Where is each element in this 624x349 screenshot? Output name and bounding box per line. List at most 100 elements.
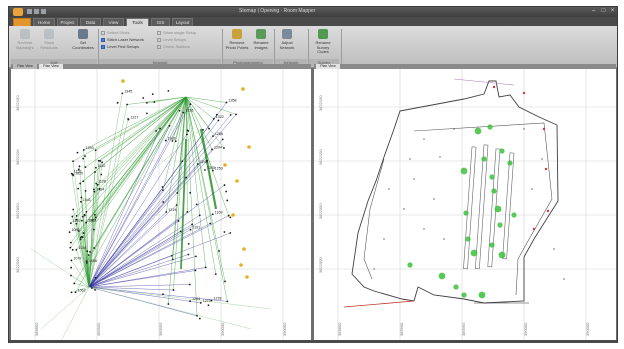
survey-point[interactable] (194, 269, 197, 272)
survey-point[interactable] (211, 213, 214, 216)
survey-point[interactable] (70, 274, 72, 277)
survey-point[interactable] (77, 230, 80, 232)
survey-point[interactable] (75, 214, 78, 217)
station-marker[interactable] (241, 87, 245, 91)
survey-point[interactable] (167, 303, 170, 305)
survey-point[interactable] (187, 253, 190, 256)
survey-point[interactable] (541, 158, 543, 160)
survey-point[interactable] (198, 317, 201, 320)
option-select-shots[interactable]: Select Shots (101, 30, 129, 35)
tree-marker[interactable] (489, 242, 495, 248)
survey-point[interactable] (159, 127, 162, 130)
survey-point[interactable] (70, 172, 73, 175)
tab-project[interactable]: Project (57, 18, 78, 26)
survey-point[interactable] (83, 213, 86, 216)
survey-point[interactable] (215, 113, 218, 116)
survey-point[interactable] (423, 138, 425, 140)
survey-point[interactable] (69, 222, 72, 225)
survey-point[interactable] (196, 314, 198, 317)
survey-point[interactable] (206, 159, 208, 162)
survey-point[interactable] (161, 186, 164, 188)
survey-point[interactable] (211, 169, 214, 172)
survey-point[interactable] (80, 219, 83, 222)
survey-point[interactable] (185, 176, 188, 179)
survey-point[interactable] (523, 128, 525, 130)
survey-point[interactable] (79, 238, 82, 241)
survey-point[interactable] (235, 113, 237, 116)
tree-marker[interactable] (453, 284, 459, 290)
survey-point[interactable] (96, 183, 99, 186)
survey-point[interactable] (189, 103, 192, 106)
survey-point[interactable] (162, 189, 164, 192)
survey-point[interactable] (79, 182, 82, 185)
survey-point[interactable] (99, 160, 102, 162)
undo-icon[interactable] (34, 9, 39, 14)
tree-marker[interactable] (498, 251, 506, 259)
survey-point[interactable] (423, 228, 425, 230)
left-plan-view[interactable]: Plan View Plan View 389850 389900 389950 390… (11, 64, 311, 340)
survey-point[interactable] (218, 250, 220, 252)
station-marker[interactable] (121, 79, 125, 83)
survey-point[interactable] (75, 248, 78, 251)
application-menu-button[interactable] (13, 8, 23, 16)
survey-point[interactable] (85, 221, 88, 224)
survey-point[interactable] (226, 199, 229, 202)
tree-marker[interactable] (494, 205, 502, 213)
tree-marker[interactable] (507, 160, 513, 166)
tree-marker[interactable] (438, 272, 446, 280)
survey-point[interactable] (189, 228, 192, 231)
survey-point[interactable] (186, 129, 189, 132)
survey-point[interactable] (388, 188, 390, 190)
survey-point[interactable] (227, 214, 230, 217)
tree-marker[interactable] (465, 236, 471, 242)
hydrant-marker[interactable] (542, 127, 546, 131)
survey-point[interactable] (85, 260, 88, 263)
survey-point[interactable] (79, 200, 82, 203)
survey-point[interactable] (453, 128, 455, 130)
save-icon[interactable] (27, 9, 32, 14)
survey-point[interactable] (186, 211, 189, 213)
survey-point[interactable] (86, 250, 89, 253)
redo-icon[interactable] (41, 9, 46, 14)
tree-marker[interactable] (470, 249, 478, 257)
reverse-button[interactable]: Reverse Backsight (13, 29, 37, 55)
survey-point[interactable] (189, 300, 191, 303)
tree-marker[interactable] (489, 174, 495, 180)
survey-point[interactable] (101, 161, 103, 164)
survey-point[interactable] (210, 299, 213, 302)
survey-point[interactable] (217, 119, 220, 122)
survey-point[interactable] (212, 135, 214, 138)
tree-marker[interactable] (491, 188, 497, 194)
tree-marker[interactable] (487, 124, 493, 130)
survey-point[interactable] (81, 236, 84, 239)
tree-marker[interactable] (511, 212, 517, 218)
survey-point[interactable] (181, 160, 184, 163)
survey-point[interactable] (223, 184, 226, 186)
tree-marker[interactable] (478, 291, 486, 299)
survey-point[interactable] (209, 222, 212, 225)
survey-point[interactable] (87, 254, 90, 256)
survey-point[interactable] (212, 117, 215, 120)
checkbox[interactable] (101, 30, 105, 35)
codes-button[interactable]: Rename Survey Codes (311, 29, 335, 55)
survey-point[interactable] (68, 231, 71, 234)
option-show-single-setup[interactable]: Show single Setup (157, 30, 196, 35)
right-plan-view[interactable]: Plan View 389850 389900 389950 390000 390050… (314, 64, 616, 340)
station-marker[interactable] (231, 213, 235, 217)
survey-point[interactable] (224, 280, 226, 283)
target-button[interactable]: Set Coordinates (71, 29, 95, 55)
checkbox[interactable] (101, 37, 105, 42)
survey-point[interactable] (82, 180, 85, 183)
close-button[interactable]: × (610, 8, 615, 14)
survey-point[interactable] (100, 173, 103, 176)
tab-layout[interactable]: Layout (172, 18, 193, 26)
survey-point[interactable] (93, 213, 96, 216)
station-marker[interactable] (242, 247, 246, 251)
survey-point[interactable] (94, 149, 97, 152)
survey-point[interactable] (204, 266, 207, 269)
survey-point[interactable] (223, 231, 226, 233)
survey-point[interactable] (84, 190, 87, 192)
right-plan-canvas[interactable]: 389850 389900 389950 390000 390050 3822150 382… (314, 69, 616, 340)
survey-point[interactable] (71, 215, 74, 218)
tab-view[interactable]: View (103, 18, 124, 26)
